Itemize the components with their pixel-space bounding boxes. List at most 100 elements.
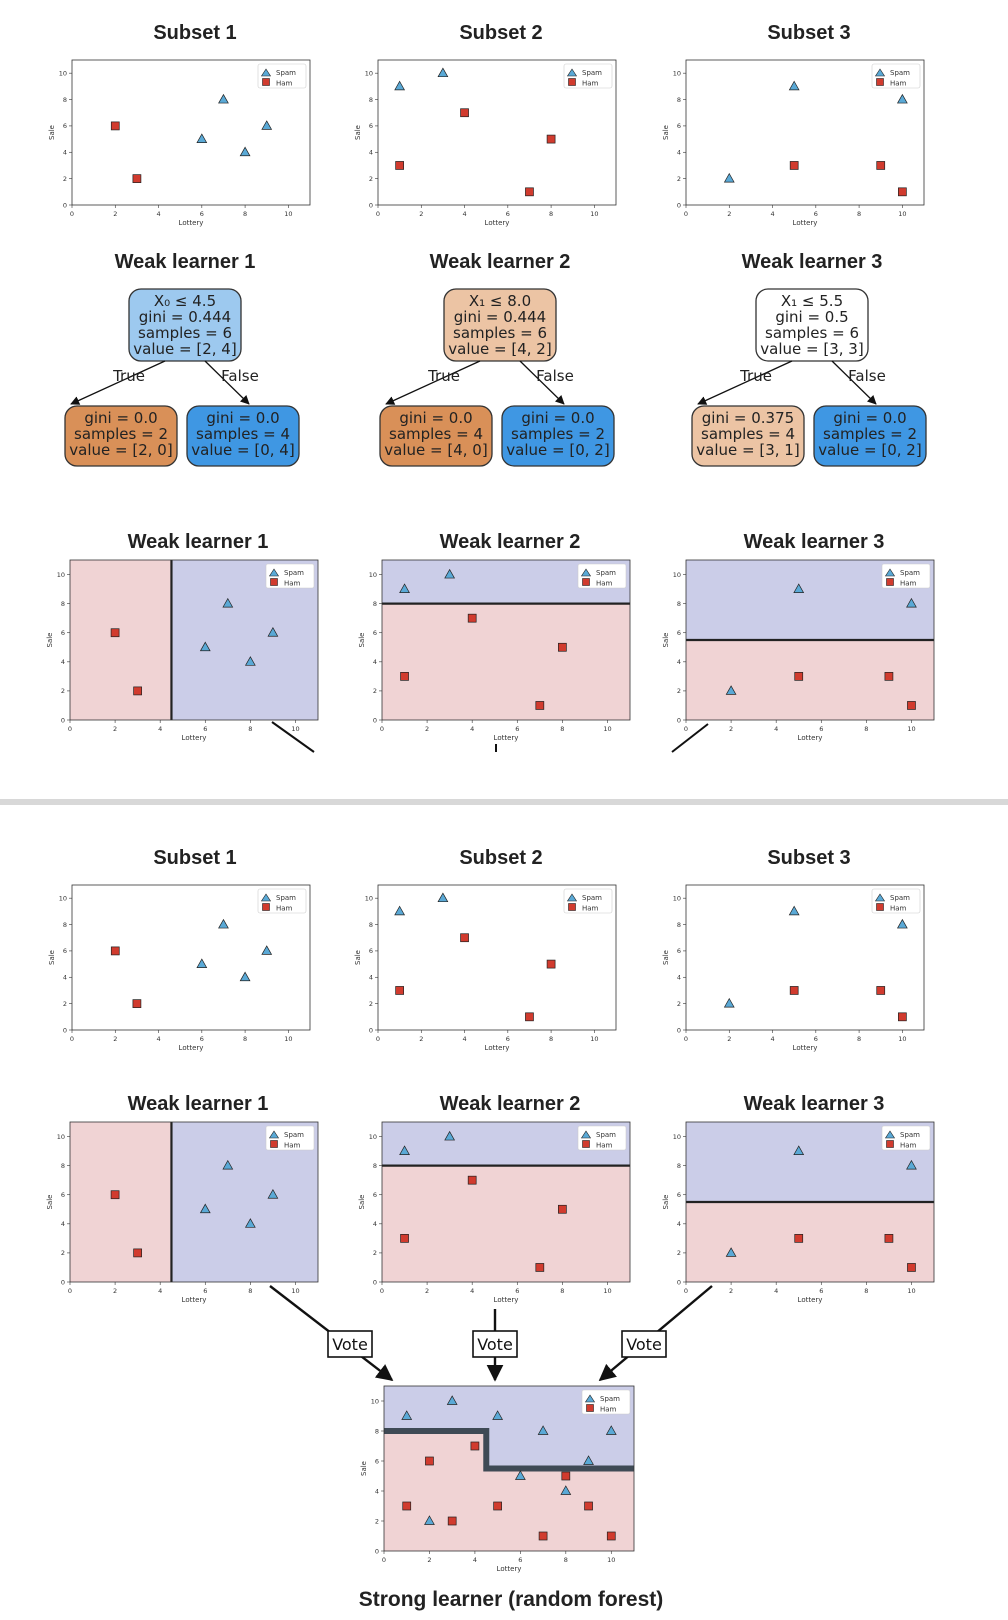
- spam-point: [196, 958, 208, 968]
- x-tick-label: 8: [864, 725, 868, 733]
- subset-plot-3-frame: [685, 884, 925, 1031]
- x-tick-label: 4: [158, 1287, 162, 1295]
- y-tick-label: 2: [373, 1249, 377, 1257]
- ham-point: [884, 1234, 894, 1243]
- y-axis-label: Sale: [48, 125, 56, 140]
- legend-spam-label: Spam: [596, 569, 616, 577]
- ham-point: [876, 986, 886, 995]
- ham-point: [789, 986, 799, 995]
- subset-plot-3: 00 2 2 4 4 6 6 8 8 10 10 Lottery Sale Spam Ham: [662, 59, 925, 227]
- ham-point: [898, 187, 907, 197]
- subset-plot-1-frame: [71, 59, 311, 206]
- x-tick-label: 0: [376, 1035, 380, 1043]
- legend-spam-marker: [580, 568, 592, 577]
- legend-box: [581, 1389, 631, 1415]
- x-tick-label: 4: [158, 725, 162, 733]
- ham-region: [382, 1165, 630, 1282]
- x-tick-label: 6: [200, 1035, 204, 1043]
- legend-ham-marker: [586, 1404, 594, 1412]
- learner-title: Weak learner 3: [744, 1093, 885, 1115]
- spam-point: [446, 1395, 458, 1405]
- x-tick-label: 8: [564, 1556, 568, 1564]
- true-edge: [70, 360, 166, 405]
- x-tick-label: 2: [113, 1035, 117, 1043]
- x-tick-label: 8: [560, 1287, 564, 1295]
- x-tick-label: 4: [470, 725, 474, 733]
- y-tick-label: 2: [375, 1517, 379, 1525]
- y-tick-label: 10: [673, 69, 681, 77]
- x-tick-label: 2: [113, 210, 117, 218]
- x-tick-label: 0: [382, 1556, 386, 1564]
- y-axis-label: Sale: [48, 950, 56, 965]
- ham-point: [110, 1190, 120, 1200]
- legend-ham-label: Ham: [890, 905, 907, 913]
- x-tick-label: 0: [684, 725, 688, 733]
- legend-box: [871, 63, 921, 89]
- spam-point: [793, 1145, 805, 1155]
- ham-point: [794, 1234, 804, 1243]
- y-tick-label: 0: [63, 201, 67, 209]
- forest-decision-boundary: [384, 1428, 634, 1472]
- ham-point: [467, 613, 477, 623]
- vote-label: Vote: [477, 1335, 513, 1354]
- spam-point: [267, 627, 279, 637]
- ham-point: [584, 1501, 593, 1511]
- y-axis-label: Sale: [46, 633, 54, 648]
- ham-region: [686, 640, 934, 720]
- strong-learner-plot-frame: [383, 1385, 635, 1552]
- legend-ham-label: Ham: [890, 80, 907, 88]
- ham-point: [132, 999, 142, 1008]
- x-tick-label: 0: [684, 210, 688, 218]
- legend-spam-marker: [566, 68, 578, 77]
- y-axis-label: Sale: [662, 125, 670, 140]
- weak-learner-plot-2-frame: [381, 1121, 631, 1283]
- x-tick-label: 10: [603, 725, 611, 733]
- root-node-text: value = [2, 4]: [133, 340, 236, 358]
- x-tick-label: 0: [684, 1035, 688, 1043]
- legend-spam-marker: [268, 568, 280, 577]
- legend-ham-label: Ham: [600, 1406, 617, 1414]
- legend-spam-label: Spam: [890, 69, 910, 77]
- legend-box: [265, 1125, 315, 1151]
- spam-region: [384, 1386, 634, 1469]
- subset-plot-2-frame: [377, 59, 617, 206]
- legend-box: [257, 888, 307, 914]
- legend-spam-marker: [580, 1130, 592, 1139]
- root-node-text: samples = 6: [765, 324, 859, 342]
- vote-box: [327, 1330, 373, 1358]
- spam-point: [261, 945, 273, 955]
- x-tick-label: 8: [864, 1287, 868, 1295]
- weak-learner-plot-3: 00 2 2 4 4 6 6 8 8 10 10 Lottery Sale Spam Ham: [662, 1121, 935, 1304]
- y-axis-label: Sale: [662, 1195, 670, 1210]
- x-axis-label: Lottery: [793, 219, 818, 227]
- y-axis-label: Sale: [354, 125, 362, 140]
- ham-point: [493, 1501, 502, 1511]
- legend-spam-marker: [584, 1394, 596, 1403]
- legend-box: [881, 563, 931, 589]
- x-tick-label: 4: [774, 725, 778, 733]
- ham-point: [525, 187, 534, 197]
- x-tick-label: 10: [603, 1287, 611, 1295]
- x-axis-label: Lottery: [182, 1296, 207, 1304]
- x-tick-label: 10: [907, 725, 915, 733]
- root-node-text: X₀ ≤ 4.5: [154, 292, 216, 310]
- x-tick-label: 10: [291, 1287, 299, 1295]
- spam-point: [267, 1189, 279, 1199]
- ham-point: [794, 672, 804, 681]
- ham-region: [70, 1122, 172, 1282]
- ham-point: [110, 946, 120, 956]
- leaf-node-text: value = [4, 0]: [384, 441, 487, 459]
- strong-learner-title: Strong learner (random forest): [359, 1588, 664, 1611]
- vote-box: [472, 1330, 518, 1358]
- y-tick-label: 0: [63, 1026, 67, 1034]
- y-tick-label: 4: [677, 658, 681, 666]
- spam-point: [394, 80, 406, 91]
- leaf-node-text: samples = 2: [823, 425, 917, 443]
- spam-point: [222, 1159, 234, 1170]
- subset-plot-3-frame: [685, 59, 925, 206]
- x-tick-label: 2: [727, 210, 731, 218]
- y-tick-label: 10: [673, 571, 681, 579]
- x-tick-label: 6: [515, 1287, 519, 1295]
- spam-point: [514, 1470, 526, 1480]
